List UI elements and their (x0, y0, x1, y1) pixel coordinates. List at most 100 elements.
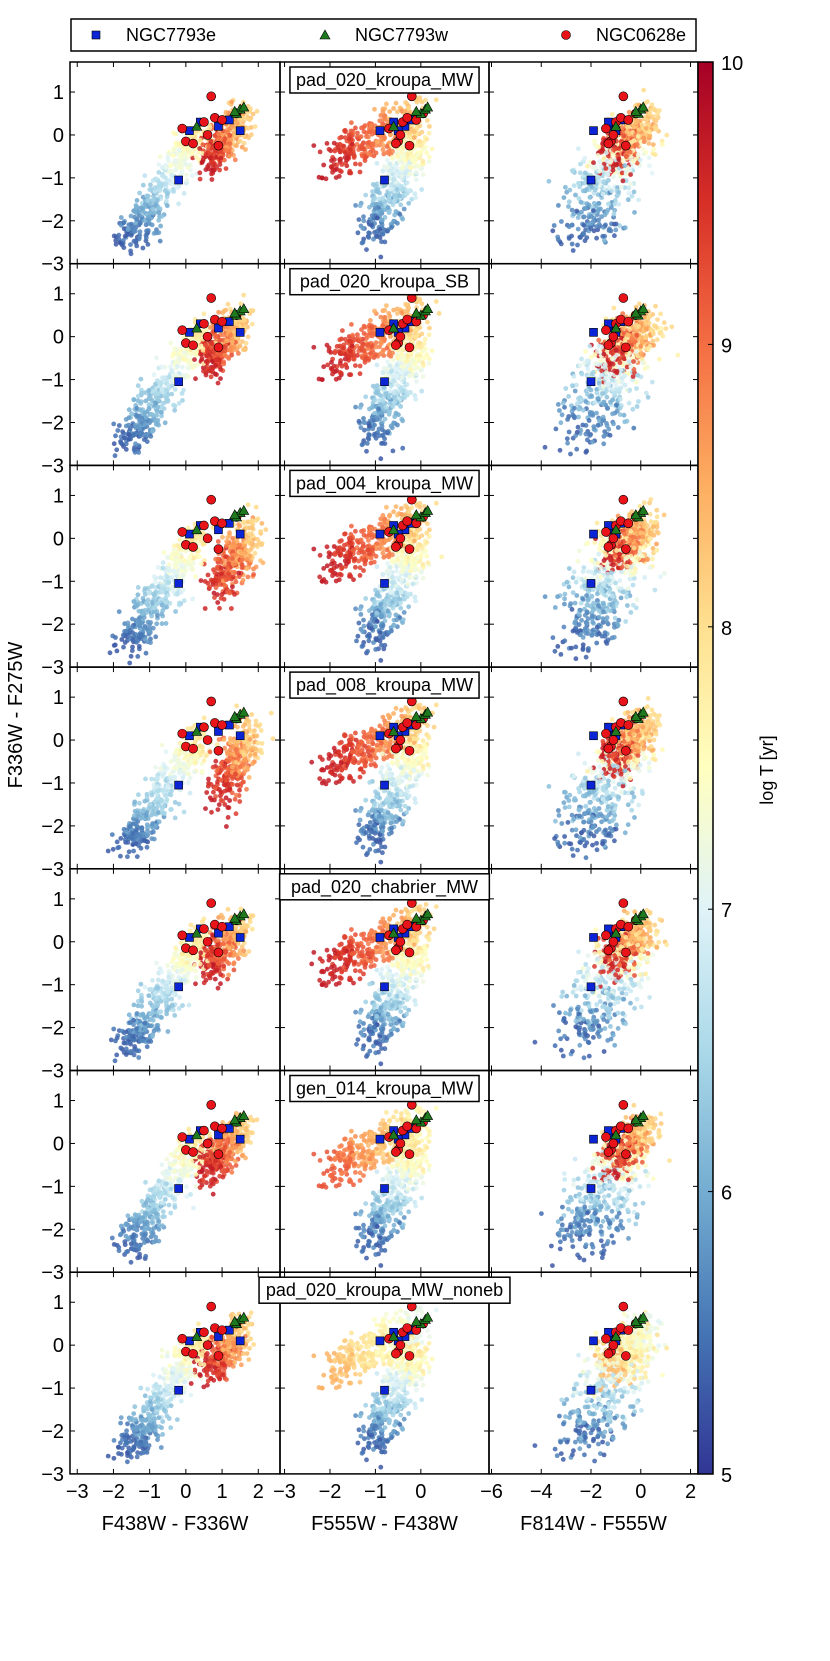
model-point (382, 429, 388, 435)
model-point (631, 359, 636, 364)
model-point (137, 235, 142, 241)
point-ngc7793e (174, 377, 183, 387)
model-point (627, 327, 633, 332)
model-point (146, 388, 152, 393)
model-point (224, 338, 230, 344)
model-point (407, 332, 412, 338)
point-ngc0628e (206, 91, 217, 102)
model-point (217, 337, 223, 343)
model-point (581, 407, 586, 413)
model-point (627, 149, 633, 155)
model-point (634, 332, 640, 338)
model-point (347, 168, 353, 174)
model-point (601, 351, 607, 357)
model-point (621, 326, 626, 331)
model-point (324, 342, 330, 348)
model-point (151, 388, 157, 394)
model-point (172, 359, 178, 365)
model-point (608, 371, 613, 377)
model-point (345, 155, 350, 161)
model-point (153, 381, 158, 387)
legend-box (70, 18, 697, 52)
model-point (118, 215, 124, 220)
model-point (179, 364, 185, 370)
model-point (436, 311, 442, 316)
model-point (158, 223, 164, 229)
model-point (609, 356, 615, 361)
model-point (570, 383, 575, 389)
model-point (604, 370, 609, 375)
model-point (387, 313, 393, 319)
model-point (184, 177, 190, 183)
model-point (138, 376, 144, 382)
model-point (370, 426, 376, 432)
model-point (569, 222, 575, 228)
model-point (600, 401, 605, 407)
model-point (580, 188, 586, 194)
model-point (594, 410, 599, 416)
model-point (631, 189, 637, 195)
model-point (146, 608, 152, 614)
point-ngc7793e (586, 377, 596, 387)
model-point (359, 153, 365, 159)
model-point (152, 185, 158, 191)
model-point (424, 150, 430, 156)
model-point (351, 153, 357, 159)
model-point (163, 395, 169, 401)
model-point (193, 363, 199, 369)
model-point (572, 405, 577, 411)
model-point (361, 129, 367, 135)
model-point (563, 184, 568, 190)
point-ngc0628e (177, 325, 188, 336)
model-point (144, 439, 150, 444)
model-cloud (546, 87, 670, 253)
model-point (413, 371, 419, 377)
model-point (427, 124, 432, 129)
model-point (388, 182, 394, 187)
point-ngc7793w (191, 322, 203, 333)
model-point (135, 585, 141, 590)
model-point (368, 354, 374, 359)
model-point (249, 518, 255, 524)
model-point (140, 245, 146, 251)
model-point (142, 201, 148, 207)
model-point (225, 535, 231, 540)
model-point (400, 445, 406, 451)
model-point (571, 374, 577, 379)
model-point (175, 185, 181, 191)
model-point (254, 108, 260, 114)
model-point (186, 559, 191, 565)
model-point (364, 448, 369, 454)
model-point (400, 418, 405, 424)
model-point (392, 198, 397, 204)
model-point (643, 125, 649, 131)
model-point (241, 292, 247, 298)
model-point (566, 394, 571, 399)
model-point (135, 393, 141, 399)
model-point (626, 400, 632, 406)
y-tick-label: −2 (41, 412, 64, 434)
model-point (377, 344, 382, 350)
observed-points (586, 293, 649, 387)
model-point (166, 382, 171, 388)
model-point (112, 453, 118, 459)
model-point (610, 377, 615, 383)
model-point (578, 398, 584, 403)
model-point (369, 333, 375, 339)
model-point (391, 378, 396, 384)
model-point (571, 183, 577, 189)
row-title-box (289, 267, 480, 296)
model-point (427, 325, 432, 331)
model-point (341, 345, 347, 351)
model-point (218, 367, 224, 372)
model-point (588, 393, 594, 398)
panel-grid: 10−1−2−3pad_020_kroupa_MW10−1−2−3pad_020… (41, 61, 699, 1535)
model-point (372, 308, 377, 314)
y-tick-label: −3 (41, 455, 64, 477)
model-point (184, 172, 189, 178)
model-point (229, 325, 235, 331)
model-point (390, 357, 396, 363)
model-point (592, 187, 598, 193)
model-point (635, 372, 641, 378)
